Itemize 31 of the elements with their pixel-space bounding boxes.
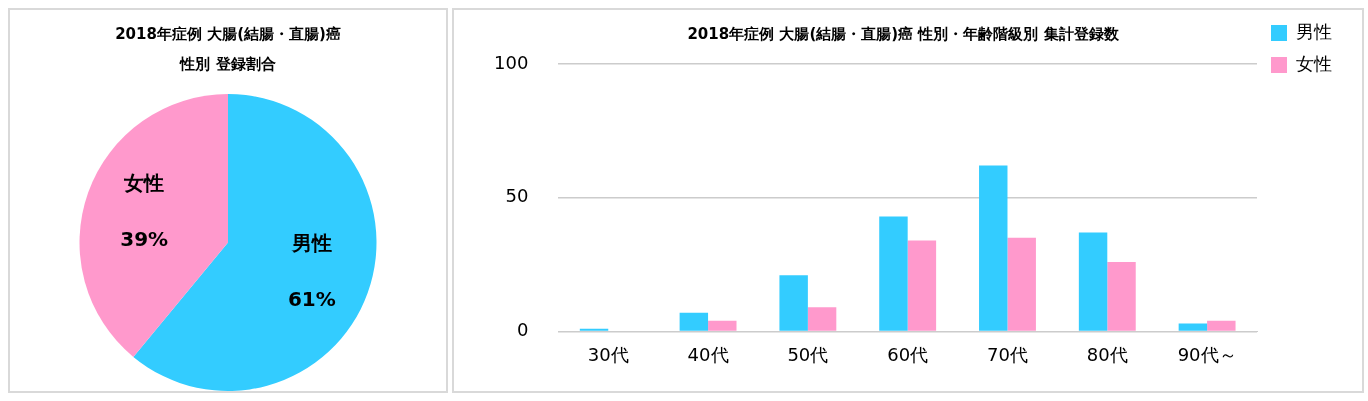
data-label: 39% bbox=[120, 226, 169, 251]
legend-label: 男性 bbox=[1296, 20, 1332, 42]
bar bbox=[1078, 232, 1108, 331]
bar bbox=[1207, 320, 1236, 331]
chart-title: 2018年症例 大腸(結腸・直腸)癌 bbox=[115, 24, 341, 43]
bar bbox=[1107, 261, 1136, 331]
bar bbox=[679, 312, 709, 331]
data-label: 61% bbox=[287, 286, 336, 311]
chart-title: 2018年症例 大腸(結腸・直腸)癌 性別・年齢階級別 集計登録数 bbox=[687, 24, 1120, 43]
bar bbox=[807, 307, 837, 331]
x-tick-label: 50代 bbox=[787, 343, 829, 365]
x-tick-label: 40代 bbox=[687, 343, 729, 365]
bar bbox=[708, 320, 737, 331]
bar bbox=[1007, 237, 1036, 331]
x-tick-label: 90代～ bbox=[1177, 343, 1237, 365]
y-tick-label: 0 bbox=[516, 319, 529, 341]
bar bbox=[1178, 323, 1208, 331]
x-tick-label: 60代 bbox=[887, 343, 929, 365]
legend-label: 女性 bbox=[1296, 52, 1332, 74]
chart-subtitle: 性別 登録割合 bbox=[179, 54, 276, 73]
y-tick-label: 50 bbox=[505, 185, 529, 207]
slice-label: 男性 bbox=[290, 230, 332, 255]
x-tick-label: 80代 bbox=[1086, 343, 1128, 365]
bar bbox=[779, 275, 808, 331]
slice-label: 女性 bbox=[123, 170, 165, 195]
bar bbox=[979, 165, 1008, 331]
bar bbox=[907, 240, 937, 331]
y-tick-label: 100 bbox=[494, 51, 529, 73]
bar bbox=[879, 216, 908, 331]
x-tick-label: 30代 bbox=[587, 343, 629, 365]
x-tick-label: 70代 bbox=[987, 343, 1028, 365]
